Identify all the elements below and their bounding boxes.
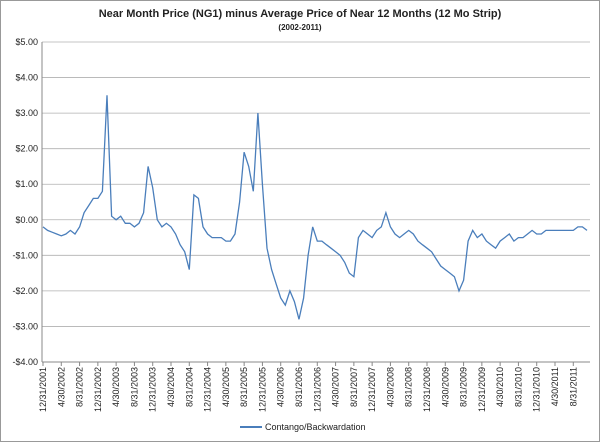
y-tick-label: -$2.00 xyxy=(12,286,38,296)
x-tick-label: 12/31/2006 xyxy=(312,367,322,412)
x-tick-label: 12/31/2003 xyxy=(148,367,158,412)
x-tick-label: 12/31/2008 xyxy=(422,367,432,412)
x-tick-label: 4/30/2007 xyxy=(331,367,341,407)
y-tick-label: $1.00 xyxy=(15,179,38,189)
y-tick-label: $3.00 xyxy=(15,108,38,118)
y-tick-label: $2.00 xyxy=(15,144,38,154)
x-tick-label: 12/31/2004 xyxy=(203,367,213,412)
x-tick-label: 12/31/2007 xyxy=(367,367,377,412)
y-tick-label: -$4.00 xyxy=(12,357,38,367)
x-tick-label: 8/31/2011 xyxy=(568,367,578,406)
x-tick-label: 4/30/2010 xyxy=(495,367,505,407)
x-tick-label: 12/31/2010 xyxy=(532,367,542,412)
x-tick-label: 4/30/2011 xyxy=(550,367,560,406)
x-tick-label: 8/31/2009 xyxy=(459,367,469,407)
x-tick-label: 8/31/2002 xyxy=(75,367,85,407)
data-line xyxy=(42,95,588,320)
x-tick-label: 4/30/2009 xyxy=(440,367,450,407)
x-tick-label: 4/30/2004 xyxy=(166,367,176,407)
x-tick-label: 8/31/2010 xyxy=(513,367,523,407)
x-tick-label: 4/30/2006 xyxy=(276,367,286,407)
legend-label: Contango/Backwardation xyxy=(265,422,366,432)
x-tick-label: 4/30/2008 xyxy=(385,367,395,407)
chart-title: Near Month Price (NG1) minus Average Pri… xyxy=(99,8,502,20)
x-tick-label: 8/31/2008 xyxy=(404,367,414,407)
x-tick-label: 8/31/2004 xyxy=(184,367,194,407)
x-tick-label: 12/31/2002 xyxy=(93,367,103,412)
x-tick-label: 12/31/2009 xyxy=(477,367,487,412)
y-tick-label: -$1.00 xyxy=(12,250,38,260)
x-tick-label: 8/31/2007 xyxy=(349,367,359,407)
x-tick-label: 8/31/2003 xyxy=(129,367,139,407)
x-tick-label: 4/30/2003 xyxy=(111,367,121,407)
x-tick-label: 4/30/2002 xyxy=(56,367,66,407)
x-tick-label: 12/31/2001 xyxy=(38,367,48,412)
x-tick-label: 8/31/2006 xyxy=(294,367,304,407)
y-tick-label: $0.00 xyxy=(15,215,38,225)
y-tick-label: -$3.00 xyxy=(12,321,38,331)
x-tick-label: 12/31/2005 xyxy=(257,367,267,412)
chart-subtitle: (2002-2011) xyxy=(278,23,321,32)
y-tick-label: $5.00 xyxy=(15,37,38,47)
x-tick-label: 8/31/2005 xyxy=(239,367,249,407)
y-tick-label: $4.00 xyxy=(15,73,38,83)
x-tick-label: 4/30/2005 xyxy=(221,367,231,407)
